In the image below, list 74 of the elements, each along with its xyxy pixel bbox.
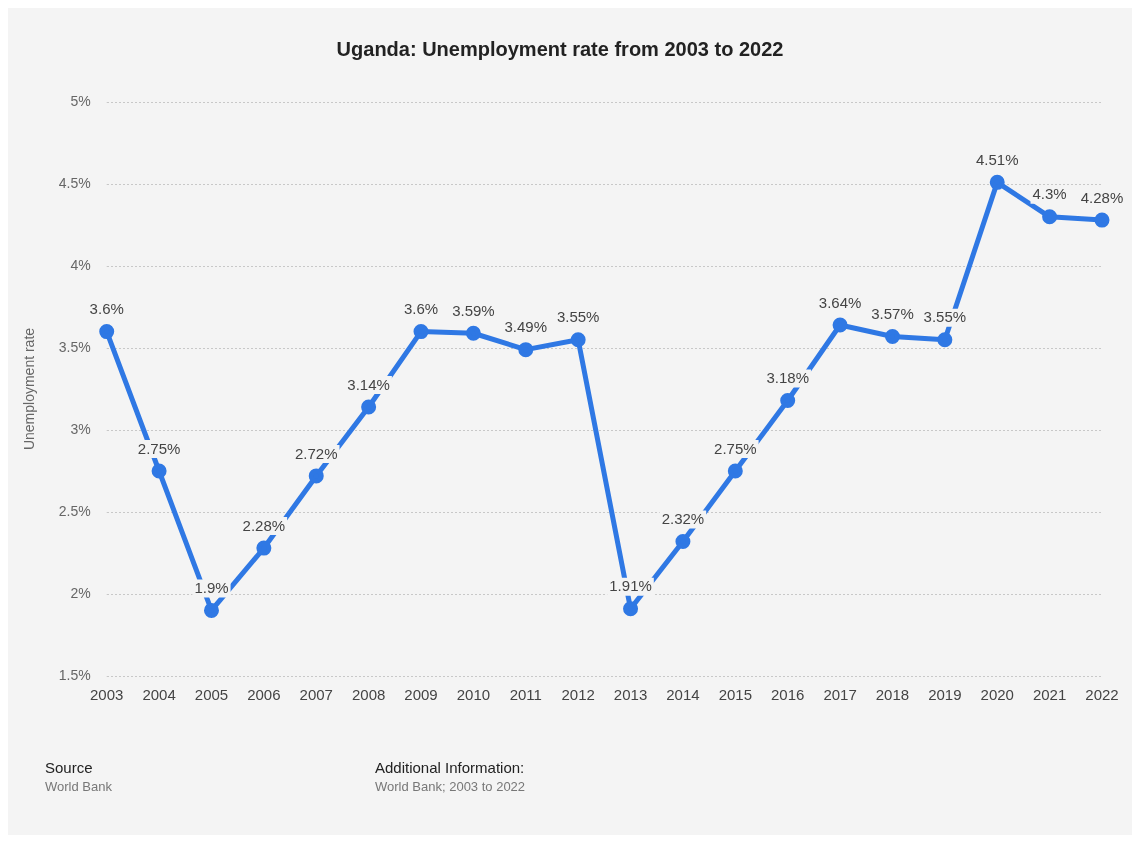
point: [256, 540, 272, 556]
point: [413, 324, 429, 340]
y-tick-label: 4.5%: [58, 174, 91, 191]
y-tick-label: 2%: [70, 584, 91, 601]
y-tick-label: 2.5%: [58, 502, 91, 519]
data-label: 2.32%: [661, 510, 705, 528]
point: [518, 342, 534, 358]
data-label: 3.49%: [504, 318, 548, 336]
point: [727, 463, 743, 479]
data-label: 2.28%: [242, 516, 286, 534]
x-tick-label: 2020: [980, 686, 1014, 704]
x-tick-label: 2008: [351, 686, 386, 704]
point: [989, 174, 1005, 190]
y-tick-label: 3.5%: [58, 338, 91, 355]
point: [1042, 209, 1058, 225]
data-label: 3.18%: [766, 369, 809, 387]
data-label: 2.75%: [714, 439, 757, 457]
point: [203, 602, 219, 618]
x-tick-label: 2006: [247, 686, 281, 704]
point: [308, 468, 324, 484]
y-tick-label: 1.5%: [58, 666, 91, 683]
x-tick-label: 2014: [666, 686, 700, 704]
data-label: 3.55%: [556, 308, 600, 326]
data-label: 3.6%: [89, 300, 124, 318]
data-label: 1.9%: [194, 579, 229, 597]
x-tick-label: 2010: [456, 686, 491, 704]
point: [465, 325, 481, 341]
point: [780, 392, 796, 408]
point: [1094, 212, 1110, 228]
data-label: 1.91%: [609, 577, 652, 595]
point: [884, 329, 900, 345]
data-label: 3.55%: [923, 308, 967, 326]
x-tick-label: 2005: [194, 686, 229, 704]
x-tick-label: 2012: [561, 686, 595, 704]
x-tick-label: 2018: [875, 686, 910, 704]
point: [99, 324, 115, 340]
x-tick-label: 2022: [1085, 686, 1119, 704]
x-tick-label: 2011: [509, 686, 542, 704]
data-label: 3.6%: [403, 300, 439, 318]
data-label: 4.51%: [975, 151, 1019, 168]
point: [623, 601, 639, 617]
x-tick-label: 2007: [299, 686, 333, 704]
data-label: 4.3%: [1032, 185, 1067, 203]
text: World Bank: [45, 778, 113, 796]
x-tick-label: 2021: [1032, 686, 1067, 704]
x-tick-label: 2004: [142, 686, 176, 704]
point: [151, 463, 167, 479]
x-tick-label: 2003: [90, 686, 124, 704]
y-tick-label: 3%: [70, 420, 91, 437]
x-tick-label: 2009: [404, 686, 438, 704]
data-label: 3.57%: [871, 305, 914, 323]
point: [937, 332, 953, 348]
x-tick-label: 2016: [771, 686, 805, 704]
x-tick-label: 2019: [928, 686, 962, 704]
point: [832, 317, 848, 333]
text: Additional Information:: [375, 758, 526, 777]
x-tick-label: 2015: [718, 686, 752, 704]
y-tick-label: 4%: [70, 256, 91, 273]
data-label: 2.75%: [137, 439, 181, 457]
text: World Bank; 2003 to 2022: [375, 778, 527, 796]
data-label: 3.14%: [347, 375, 390, 393]
x-tick-label: 2017: [823, 686, 857, 704]
y-axis-title: Unemployment rate: [21, 327, 38, 451]
data-label: 2.72%: [294, 444, 338, 462]
point: [570, 332, 586, 348]
data-label: 4.28%: [1080, 188, 1124, 206]
point: [675, 534, 691, 550]
data-label: 3.64%: [818, 293, 862, 311]
text: Source: [45, 758, 94, 777]
x-tick-label: 2013: [613, 686, 648, 704]
chart-title: Uganda: Unemployment rate from 2003 to 2022: [336, 37, 784, 60]
y-tick-label: 5%: [70, 92, 91, 109]
point: [361, 399, 377, 415]
data-label: 3.59%: [452, 301, 495, 319]
